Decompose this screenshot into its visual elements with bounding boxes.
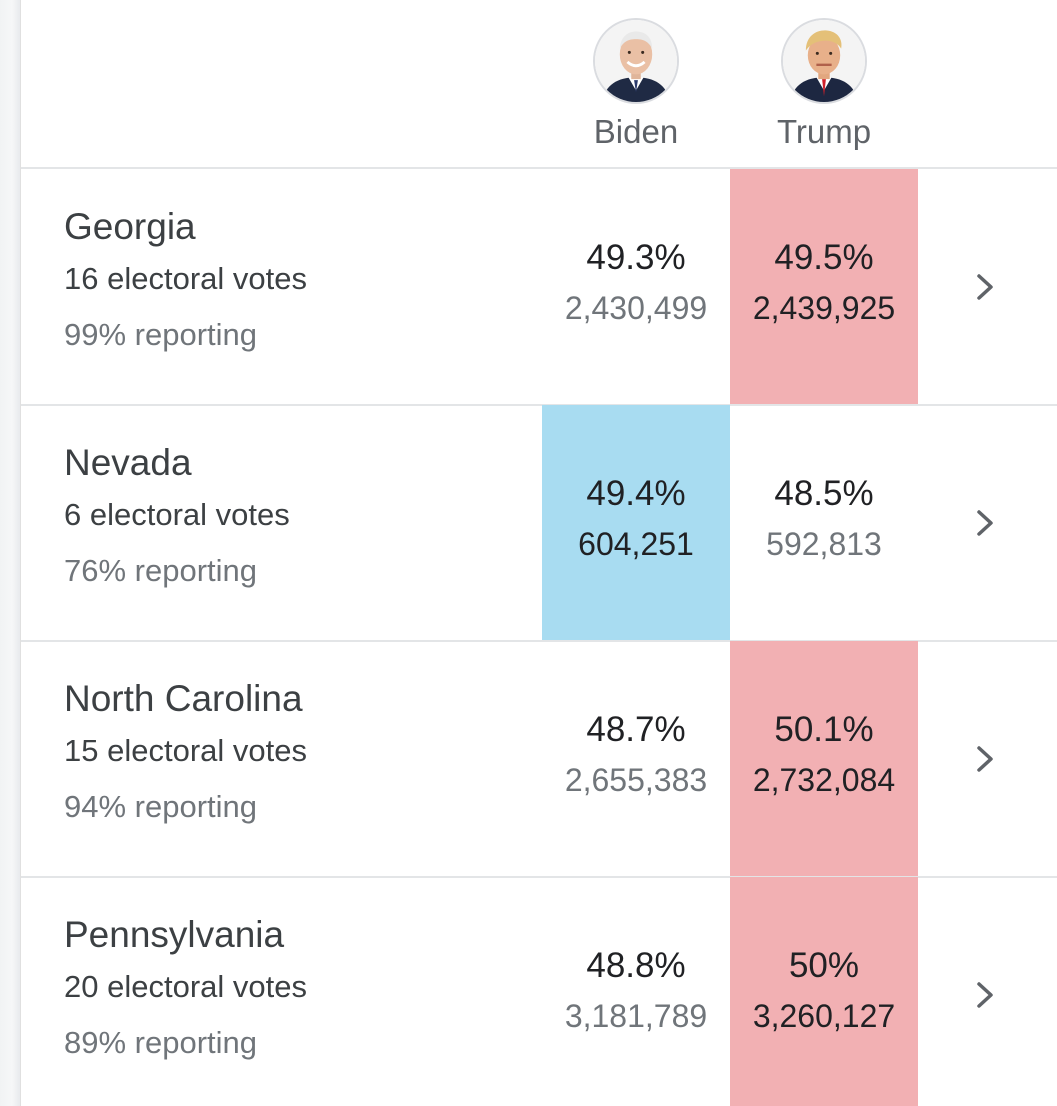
- state-info: Nevada 6 electoral votes 76% reporting: [64, 441, 290, 589]
- candidate-name-trump: Trump: [776, 113, 872, 150]
- biden-percent: 48.7%: [586, 710, 686, 749]
- trump-votes: 2,732,084: [752, 762, 896, 798]
- state-info: Pennsylvania 20 electoral votes 89% repo…: [64, 913, 307, 1061]
- trump-votes: 3,260,127: [752, 998, 896, 1034]
- biden-percent: 49.4%: [586, 474, 686, 513]
- results-header: Biden Trump: [21, 0, 1057, 169]
- biden-votes: 2,430,499: [564, 290, 708, 326]
- biden-result-cell: 49.3% 2,430,499: [542, 169, 730, 404]
- chevron-right-icon[interactable]: [965, 739, 1005, 779]
- candidate-biden[interactable]: Biden: [542, 18, 730, 151]
- trump-result-cell: 50.1% 2,732,084: [730, 641, 918, 876]
- biden-result-cell: 48.7% 2,655,383: [542, 641, 730, 876]
- trump-percent: 50.1%: [774, 710, 874, 749]
- state-name: Georgia: [64, 206, 196, 247]
- state-electoral-votes: 20 electoral votes: [64, 969, 307, 1004]
- chevron-right-icon[interactable]: [965, 267, 1005, 307]
- trump-result-cell: 50% 3,260,127: [730, 877, 918, 1106]
- biden-percent: 49.3%: [586, 238, 686, 277]
- biden-votes: 2,655,383: [564, 762, 708, 798]
- biden-result-cell: 48.8% 3,181,789: [542, 877, 730, 1106]
- biden-result-cell: 49.4% 604,251: [542, 405, 730, 640]
- trump-percent: 50%: [788, 946, 860, 985]
- biden-votes: 3,181,789: [564, 998, 708, 1034]
- state-name: Nevada: [64, 442, 192, 483]
- trump-percent: 49.5%: [774, 238, 874, 277]
- trump-avatar-icon: [781, 18, 867, 104]
- trump-percent: 48.5%: [774, 474, 874, 513]
- state-row-north-carolina[interactable]: North Carolina 15 electoral votes 94% re…: [21, 641, 1057, 878]
- state-name: Pennsylvania: [64, 914, 285, 955]
- state-reporting: 89% reporting: [64, 1025, 258, 1060]
- chevron-right-icon[interactable]: [965, 503, 1005, 543]
- state-electoral-votes: 15 electoral votes: [64, 733, 307, 768]
- biden-avatar-icon: [593, 18, 679, 104]
- candidate-trump[interactable]: Trump: [730, 18, 918, 151]
- state-electoral-votes: 6 electoral votes: [64, 497, 290, 532]
- trump-result-cell: 49.5% 2,439,925: [730, 169, 918, 404]
- state-row-pennsylvania[interactable]: Pennsylvania 20 electoral votes 89% repo…: [21, 877, 1057, 1106]
- state-info: Georgia 16 electoral votes 99% reporting: [64, 205, 307, 353]
- state-row-georgia[interactable]: Georgia 16 electoral votes 99% reporting…: [21, 169, 1057, 406]
- chevron-right-icon[interactable]: [965, 975, 1005, 1015]
- state-reporting: 76% reporting: [64, 553, 258, 588]
- trump-votes: 2,439,925: [752, 290, 896, 326]
- state-name: North Carolina: [64, 678, 303, 719]
- state-reporting: 94% reporting: [64, 789, 258, 824]
- biden-votes: 604,251: [578, 526, 694, 562]
- state-reporting: 99% reporting: [64, 317, 258, 352]
- state-electoral-votes: 16 electoral votes: [64, 261, 307, 296]
- state-row-nevada[interactable]: Nevada 6 electoral votes 76% reporting 4…: [21, 405, 1057, 642]
- left-edge-shadow: [0, 0, 21, 1106]
- candidate-name-biden: Biden: [593, 113, 679, 150]
- trump-result-cell: 48.5% 592,813: [730, 405, 918, 640]
- biden-percent: 48.8%: [586, 946, 686, 985]
- state-info: North Carolina 15 electoral votes 94% re…: [64, 677, 307, 825]
- trump-votes: 592,813: [766, 526, 882, 562]
